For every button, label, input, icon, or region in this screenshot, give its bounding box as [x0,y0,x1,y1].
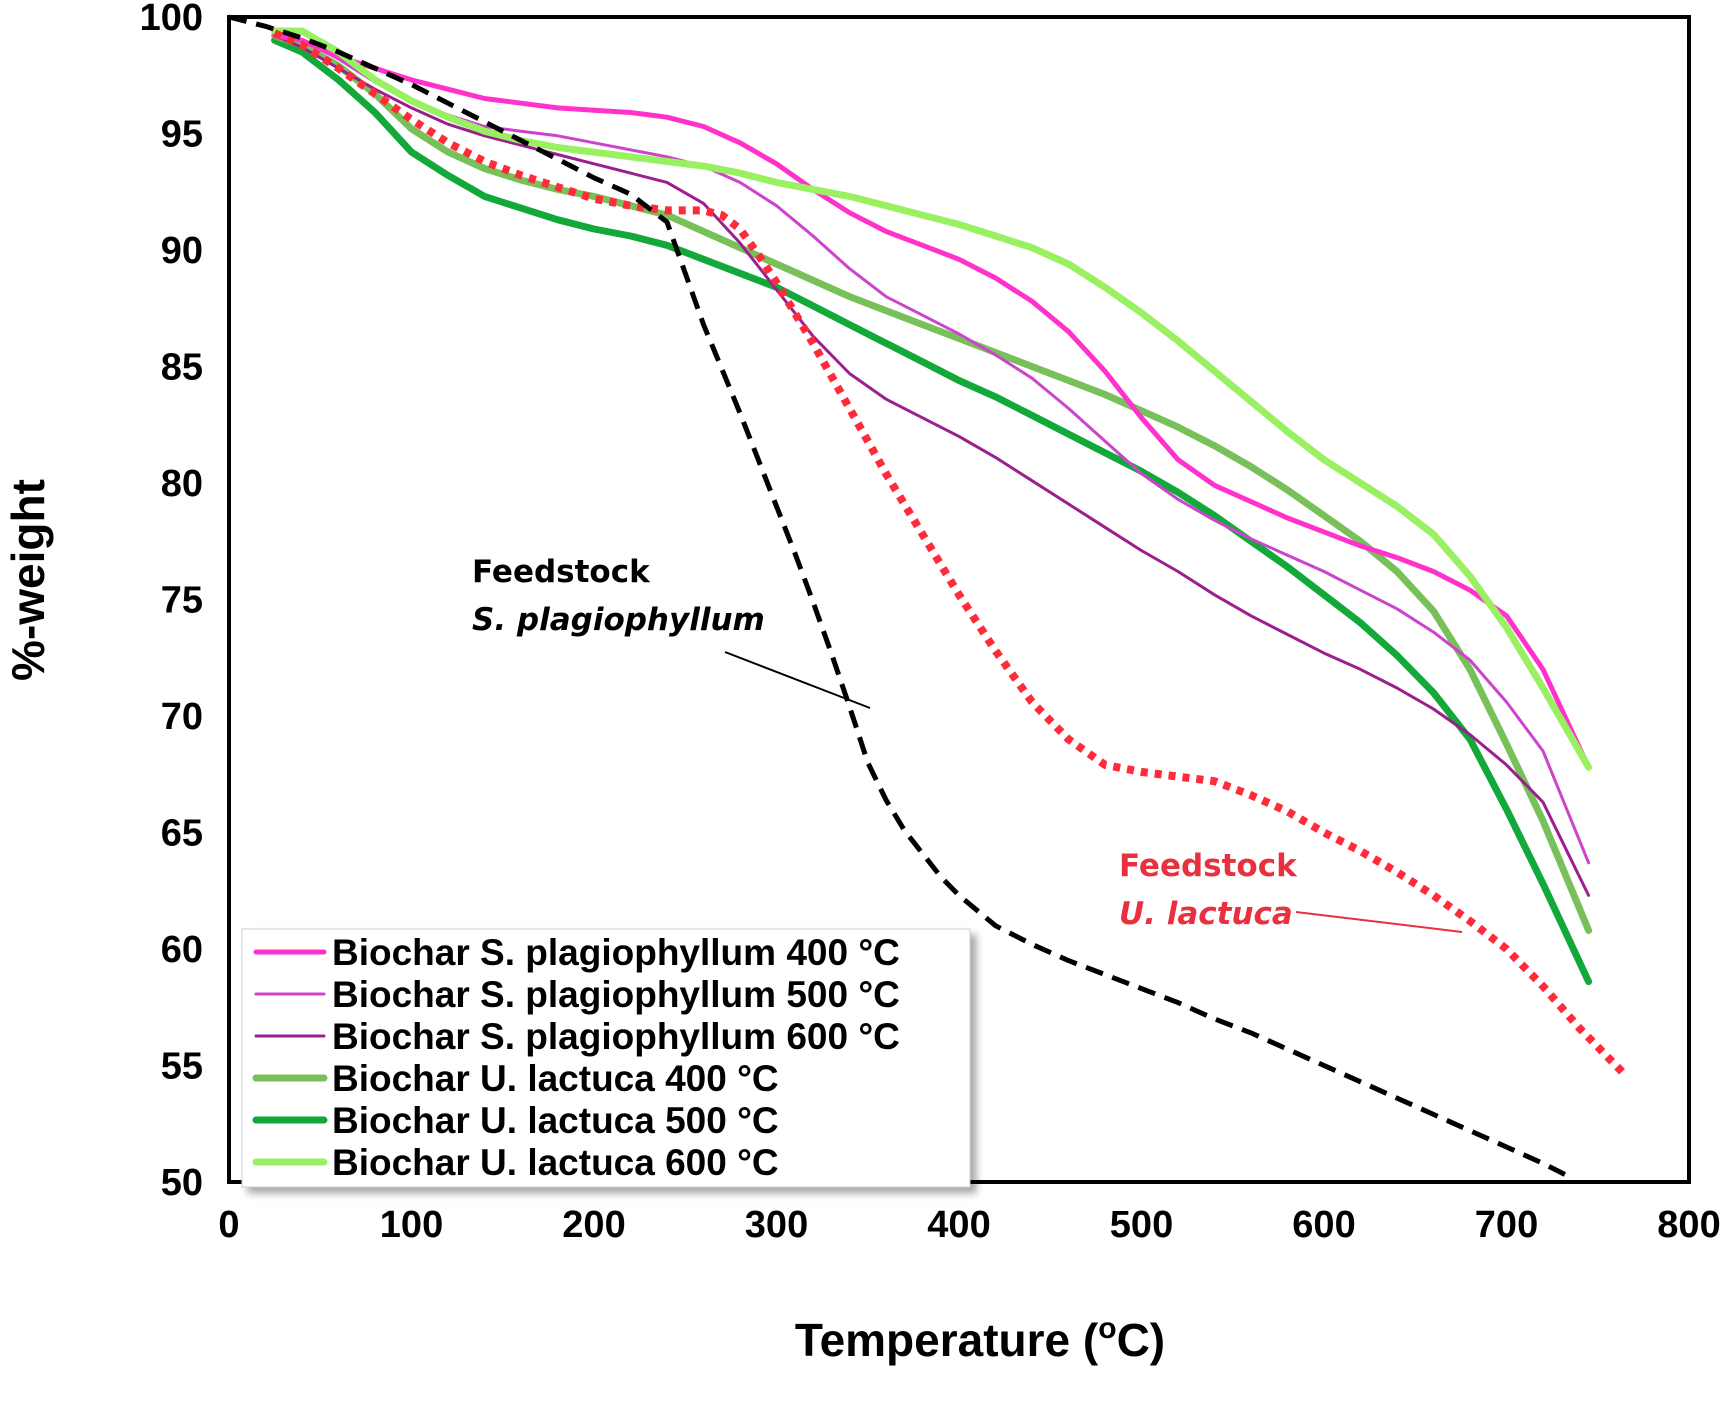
y-tick-label: 70 [161,696,203,738]
y-tick-label: 80 [161,463,203,505]
x-tick-label: 300 [745,1204,808,1246]
series-line-biochar-u-lactuca-600-c [271,27,1593,771]
y-tick-label: 60 [161,929,203,971]
x-tick-label: 500 [1110,1204,1173,1246]
annotation-species: U. lactuca [1119,896,1293,932]
x-axis-title: Temperature (oC) [795,1312,1165,1366]
y-tick-label: 55 [161,1046,203,1088]
x-tick-label: 200 [562,1204,625,1246]
legend-item-biochar-u-lactuca-500-c: Biochar U. lactuca 500 °C [252,1100,779,1141]
series-line-biochar-u-lactuca-500-c [271,36,1593,986]
legend-item-biochar-u-lactuca-400-c: Biochar U. lactuca 400 °C [252,1058,779,1099]
annotation-title: Feedstock [472,554,651,590]
y-tick-label: 95 [161,114,203,156]
legend-label: Biochar S. plagiophyllum 600 °C [332,1016,900,1057]
x-axis-title-superscript: o [1098,1312,1116,1345]
annotation-species: S. plagiophyllum [472,602,765,638]
annotation-leader-line [724,651,871,709]
axis-ticks: 0 100 200 300 400 500 600 700 800 50 55 60 65 70 75 80 8… [140,0,1721,1246]
series-line-feedstock-s-plagiophyllum [228,14,1572,1180]
series-line-biochar-s-plagiophyllum-400-c [272,33,1592,770]
legend-box [241,928,971,1188]
y-tick-label: 90 [161,230,203,272]
y-tick-label: 85 [161,347,203,389]
y-axis-title: %-weight [2,479,54,681]
legend-item-biochar-s-plagiophyllum-500-c: Biochar S. plagiophyllum 500 °C [254,974,900,1015]
legend-label: Biochar U. lactuca 600 °C [332,1142,779,1183]
legend-label: Biochar S. plagiophyllum 500 °C [332,974,900,1015]
series-line-biochar-u-lactuca-400-c [271,32,1593,934]
y-tick-label: 100 [140,0,203,39]
legend-label: Biochar U. lactuca 400 °C [332,1058,779,1099]
annotation-layer: Feedstock S. plagiophyllum Feedstock U. lac… [472,554,1463,933]
annotation-title: Feedstock [1119,848,1298,884]
y-tick-label: 50 [161,1162,203,1204]
series-layer [228,14,1628,1180]
legend-item-biochar-u-lactuca-600-c: Biochar U. lactuca 600 °C [252,1142,779,1183]
x-tick-label: 600 [1292,1204,1355,1246]
annotation-feedstock-u-lactuca: Feedstock U. lactuca [1119,848,1463,933]
annotation-leader-line [1295,911,1463,933]
x-axis-title-main: Temperature ( [795,1314,1099,1366]
legend-label: Biochar U. lactuca 500 °C [332,1100,779,1141]
x-tick-label: 400 [927,1204,990,1246]
x-tick-label: 100 [380,1204,443,1246]
y-tick-label: 65 [161,813,203,855]
x-tick-label: 700 [1475,1204,1538,1246]
x-axis-title-tail: C) [1117,1314,1166,1366]
x-tick-label: 0 [218,1204,239,1246]
x-tick-label: 800 [1657,1204,1720,1246]
series-line-feedstock-u-lactuca [273,29,1628,1078]
legend-item-biochar-s-plagiophyllum-400-c: Biochar S. plagiophyllum 400 °C [253,932,900,973]
y-tick-label: 75 [161,580,203,622]
series-line-biochar-s-plagiophyllum-600-c [273,34,1591,897]
series-line-biochar-s-plagiophyllum-500-c [273,29,1591,865]
legend-label: Biochar S. plagiophyllum 400 °C [332,932,900,973]
legend-item-biochar-s-plagiophyllum-600-c: Biochar S. plagiophyllum 600 °C [254,1016,900,1057]
annotation-feedstock-s-plagiophyllum: Feedstock S. plagiophyllum [472,554,871,709]
